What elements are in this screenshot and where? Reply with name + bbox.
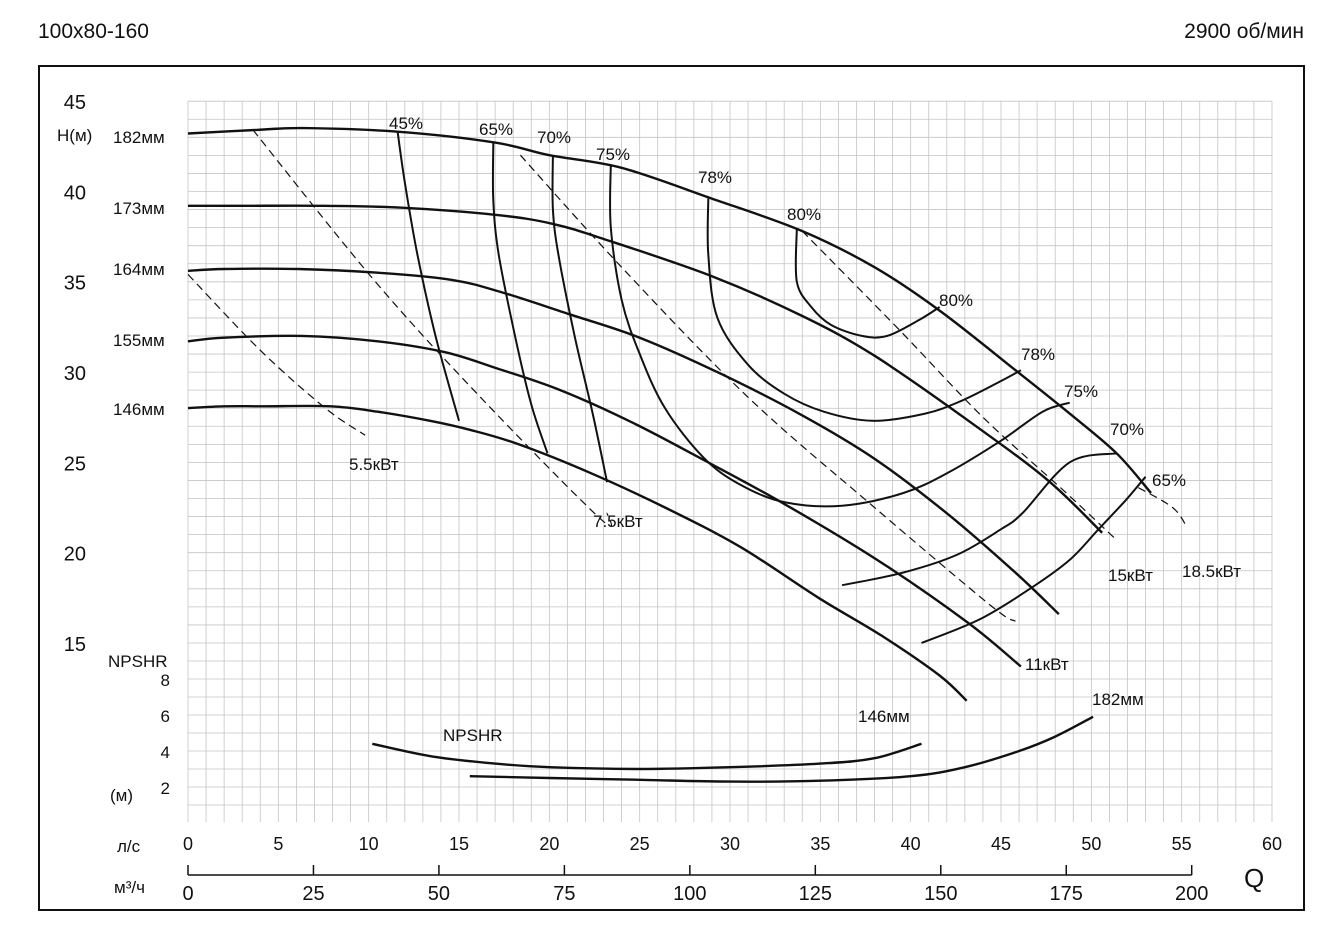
npshr-unit-label: (м) [110, 786, 133, 805]
efficiency-label-78%: 78% [698, 168, 732, 187]
impeller-label-146мм: 146мм [113, 400, 165, 419]
efficiency-right-label-70%: 70% [1110, 420, 1144, 439]
head-tick-label: 40 [64, 182, 86, 204]
flow-ls-axis-label: л/с [117, 837, 141, 856]
efficiency-label-75%: 75% [596, 145, 630, 164]
flow-m3h-tick-label: 150 [924, 883, 957, 905]
efficiency-curve-78% [706, 198, 1022, 422]
flow-ls-tick-label: 40 [901, 834, 921, 854]
power-curve-5.5кВт [187, 273, 366, 436]
head-tick-label: 35 [64, 273, 86, 295]
npshr-axis-label: NPSHR [108, 652, 168, 671]
flow-ls-tick-label: 15 [449, 834, 469, 854]
flow-m3h-tick-label: 75 [553, 883, 575, 905]
flow-m3h-tick-label: 200 [1175, 883, 1208, 905]
impeller-curve-173мм [188, 204, 1104, 534]
flow-ls-tick-label: 0 [183, 834, 193, 854]
efficiency-label-65%: 65% [479, 120, 513, 139]
efficiency-label-45%: 45% [389, 114, 423, 133]
npshr-curve-146мм [372, 742, 922, 771]
npshr-tick-label: 6 [161, 707, 170, 726]
head-tick-label: 30 [64, 363, 86, 385]
flow-m3h-tick-label: 25 [302, 883, 324, 905]
grid [187, 100, 1273, 822]
curves [187, 126, 1188, 783]
flow-ls-tick-label: 5 [273, 834, 283, 854]
flow-ls-tick-label: 60 [1262, 834, 1282, 854]
flow-m3h-tick-label: 0 [182, 883, 193, 905]
efficiency-right-label-78%: 78% [1021, 345, 1055, 364]
power-curve-15кВт [801, 230, 1118, 541]
efficiency-curve-75% [609, 164, 1071, 508]
head-tick-label: 15 [64, 634, 86, 656]
flow-ls-tick-label: 50 [1081, 834, 1101, 854]
impeller-label-182мм: 182мм [113, 128, 165, 147]
efficiency-curve-70% [551, 155, 609, 483]
power-label-15кВт: 15кВт [1108, 566, 1153, 585]
flow-ls-tick-label: 20 [539, 834, 559, 854]
flow-m3h-axis-label: м³/ч [114, 878, 145, 897]
efficiency-right-label-80%: 80% [939, 291, 973, 310]
flow-m3h-tick-label: 175 [1050, 883, 1083, 905]
npshr-tick-label: 8 [161, 671, 170, 690]
flow-ls-tick-label: 35 [810, 834, 830, 854]
impeller-curve-182мм [187, 126, 1152, 494]
npshr-label-182мм: 182мм [1092, 690, 1144, 709]
flow-m3h-tick-label: 125 [799, 883, 832, 905]
q-axis-label: Q [1244, 863, 1264, 893]
head-tick-label: 20 [64, 544, 86, 566]
efficiency-right-label-65%: 65% [1152, 471, 1186, 490]
impeller-label-155мм: 155мм [113, 331, 165, 350]
efficiency-label-70%: 70% [537, 128, 571, 147]
efficiency-curve-45% [396, 131, 460, 422]
head-axis-label: H(м) [57, 126, 92, 145]
impeller-label-173мм: 173мм [113, 199, 165, 218]
pump-speed-label: 2900 об/мин [1184, 20, 1304, 43]
chart-frame [38, 65, 1305, 911]
impeller-curve-146мм [187, 404, 968, 702]
efficiency-right-label-75%: 75% [1064, 382, 1098, 401]
flow-m3h-tick-label: 100 [673, 883, 706, 905]
power-label-5.5кВт: 5.5кВт [349, 455, 399, 474]
efficiency-segment-70% [921, 476, 1147, 644]
axes: 15 20 25 30 35 40 45 H(м) NPSHR 2 4 6 8 (м) л/с 0 5 10 15 2… [57, 92, 1282, 905]
head-tick-label: 25 [64, 453, 86, 475]
flow-ls-tick-label: 25 [630, 834, 650, 854]
impeller-label-164мм: 164мм [113, 260, 165, 279]
flow-ls-tick-label: 45 [991, 834, 1011, 854]
power-label-7.5кВт: 7.5кВт [593, 512, 643, 531]
power-label-18.5кВт: 18.5кВт [1182, 562, 1241, 581]
efficiency-curve-80% [794, 229, 941, 339]
power-curve-7.5кВт [252, 129, 612, 527]
flow-m3h-tick-label: 50 [428, 883, 450, 905]
power-curve-18.5кВт [1137, 487, 1188, 528]
power-curve-11кВт [519, 154, 1016, 622]
npshr-curve-title: NPSHR [443, 726, 503, 745]
efficiency-segment-78% [841, 452, 1117, 587]
pump-model-label: 100x80-160 [38, 20, 149, 43]
npshr-tick-label: 4 [161, 743, 170, 762]
efficiency-curve-65% [491, 142, 549, 454]
npshr-label-146мм: 146мм [858, 707, 910, 726]
npshr-tick-label: 2 [161, 779, 170, 798]
flow-ls-tick-label: 55 [1172, 834, 1192, 854]
npshr-curve-182мм [469, 715, 1094, 783]
flow-ls-tick-label: 10 [359, 834, 379, 854]
curve-labels: 182мм 173мм 164мм 155мм 146мм 45% 65% 70% 75% 78%… [113, 114, 1241, 745]
impeller-curve-155мм [187, 334, 1022, 668]
flow-ls-tick-label: 30 [720, 834, 740, 854]
power-label-11кВт: 11кВт [1025, 655, 1069, 674]
impeller-curve-164мм [187, 267, 1060, 615]
efficiency-label-80%: 80% [787, 205, 821, 224]
head-tick-label: 45 [64, 92, 86, 114]
